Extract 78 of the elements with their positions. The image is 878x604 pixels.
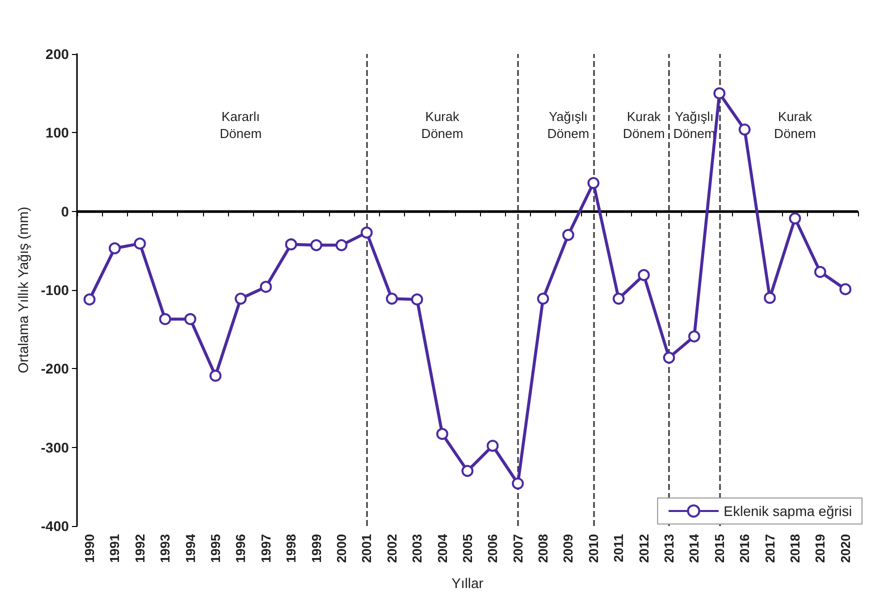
point <box>789 212 802 224</box>
point <box>713 87 726 100</box>
y-tick-label: -200 <box>40 360 70 377</box>
point <box>360 226 373 239</box>
x-tick-label: 2005 <box>460 534 475 563</box>
x-tick-label: 1999 <box>308 534 324 563</box>
x-tick-label: 2011 <box>611 534 626 562</box>
x-tick-label: 2019 <box>812 534 828 563</box>
x-tick-label: 2014 <box>686 533 702 563</box>
point <box>159 313 172 326</box>
point <box>537 292 550 305</box>
legend-label: Eklenik sapma eğrisi <box>724 503 852 519</box>
point <box>210 370 222 382</box>
y-tick-label: -400 <box>40 518 70 534</box>
point <box>134 238 146 250</box>
x-tick-label: 2015 <box>712 534 727 563</box>
point <box>386 292 398 305</box>
x-tick-label: 2018 <box>788 534 803 563</box>
point <box>108 242 121 254</box>
x-tick-label: 2009 <box>560 534 576 563</box>
x-tick-label: 1995 <box>208 534 223 563</box>
y-tick-label: -300 <box>40 439 70 456</box>
point <box>486 440 499 452</box>
x-tick-label: 2007 <box>510 534 526 563</box>
x-tick-label: 1991 <box>107 534 122 563</box>
y-tick-label: 200 <box>46 46 70 62</box>
point <box>562 228 574 241</box>
point <box>764 292 776 304</box>
x-tick-label: 1998 <box>284 534 299 563</box>
x-tick-label: 2016 <box>737 534 752 563</box>
x-tick-label: 2006 <box>485 534 500 563</box>
y-tick-label: 0 <box>61 203 70 220</box>
x-tick-label: 1996 <box>233 534 248 563</box>
x-tick-label: 2020 <box>838 534 853 563</box>
point <box>184 313 196 326</box>
point <box>335 239 348 252</box>
point <box>814 266 826 278</box>
point <box>84 293 96 306</box>
point <box>612 292 625 305</box>
point <box>411 293 424 306</box>
point <box>738 124 751 136</box>
point <box>688 330 700 342</box>
x-tick-label: 2002 <box>384 534 400 563</box>
x-axis-title: Yıllar <box>452 575 484 591</box>
y-axis-title: Ortalama Yıllık Yağış (mm) <box>15 206 31 374</box>
y-tick-label: 100 <box>46 124 70 141</box>
x-tick-label: 1990 <box>82 534 98 563</box>
annotation: Kurak Dönem <box>421 108 464 141</box>
point <box>663 352 676 364</box>
point <box>310 239 322 252</box>
y-tick-label: -100 <box>40 282 70 298</box>
x-tick-label: 1993 <box>158 534 173 563</box>
x-tick-label: 2017 <box>762 534 778 563</box>
point <box>512 478 524 490</box>
x-tick-label: 1992 <box>132 534 148 563</box>
x-tick-label: 2003 <box>410 534 425 563</box>
x-tick-label: 2010 <box>586 534 601 563</box>
point <box>587 177 600 190</box>
annotation: Yağışlı Dönem <box>673 108 716 141</box>
annotation: Yağışlı Dönem <box>547 108 590 141</box>
point <box>285 238 298 250</box>
annotation: Kurak Dönem <box>774 108 816 141</box>
x-tick-label: 1994 <box>182 533 198 563</box>
x-tick-label: 1997 <box>258 534 274 563</box>
x-tick-label: 2013 <box>662 534 677 563</box>
point <box>461 464 474 477</box>
x-tick-label: 2004 <box>434 533 450 563</box>
x-tick-label: 2000 <box>334 534 349 563</box>
x-tick-label: 2012 <box>636 534 652 563</box>
x-tick-label: 2001 <box>359 534 374 563</box>
annotation: Kurak Dönem <box>622 108 665 141</box>
annotation: Kararlı Dönem <box>220 108 262 141</box>
x-tick-label: 2008 <box>536 534 551 563</box>
point <box>839 283 852 296</box>
point <box>638 269 650 282</box>
point <box>436 428 448 440</box>
point <box>234 292 247 305</box>
point <box>260 280 272 293</box>
